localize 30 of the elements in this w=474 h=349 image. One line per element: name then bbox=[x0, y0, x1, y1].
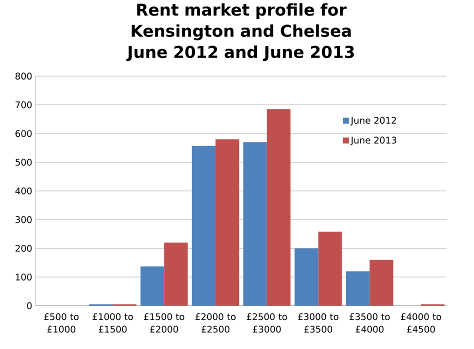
bar bbox=[216, 139, 240, 306]
bar bbox=[243, 142, 267, 306]
legend-label: June 2012 bbox=[350, 116, 396, 126]
x-tick-label: £2000 to £2500 bbox=[195, 313, 236, 333]
y-tick-label: 600 bbox=[16, 130, 32, 137]
bar bbox=[164, 242, 188, 306]
bar bbox=[266, 109, 291, 306]
y-tick-label: 200 bbox=[16, 244, 32, 252]
y-tick-label: 100 bbox=[16, 274, 32, 280]
bar bbox=[370, 260, 394, 306]
x-tick-label: £4000 to £4500 bbox=[400, 313, 442, 333]
y-tick-label: 0 bbox=[27, 302, 32, 310]
chart-title: Rent market profile for Kensington and Chelsea June 2012 and June 2013 bbox=[126, 3, 354, 62]
x-tick-label: £3000 to £3500 bbox=[298, 313, 338, 333]
bar bbox=[140, 266, 164, 306]
y-tick-label: 300 bbox=[16, 216, 32, 224]
bar bbox=[192, 146, 216, 306]
bar bbox=[294, 248, 318, 306]
y-tick-label: 800 bbox=[15, 72, 32, 80]
x-tick-label: £1000 to £1500 bbox=[92, 313, 133, 333]
y-tick-label: 500 bbox=[16, 158, 32, 166]
x-tick-label: £3500 to £4000 bbox=[350, 313, 390, 333]
y-tick-label: 700 bbox=[16, 101, 32, 108]
bar bbox=[318, 232, 342, 306]
x-tick-label: £1500 to £2000 bbox=[144, 313, 184, 333]
legend-label: June 2013 bbox=[350, 136, 396, 146]
x-tick-label: £500 to £1000 bbox=[44, 313, 79, 333]
bar bbox=[346, 271, 370, 306]
x-tick-label: £2500 to £3000 bbox=[246, 313, 287, 333]
y-tick-label: 400 bbox=[15, 187, 32, 194]
